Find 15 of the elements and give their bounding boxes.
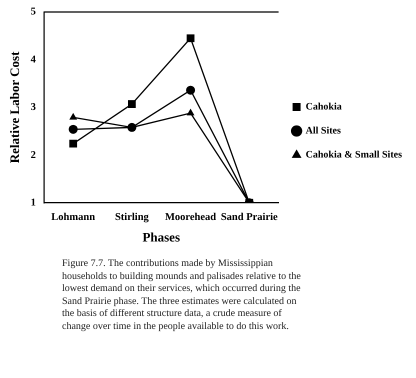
x-tick-label: Moorehead [165, 212, 216, 223]
x-tick-label: Stirling [114, 212, 150, 223]
x-tick-label: Sand Prairie [220, 212, 278, 223]
y-axis-title: Relative Labor Cost [7, 50, 22, 164]
y-tick-label: 1 [30, 198, 36, 209]
y-tick-label: 3 [30, 102, 36, 114]
y-tick-label: 2 [30, 150, 36, 161]
legend-label: All Sites [306, 126, 341, 137]
caption: Figure 7.7. The contributions made by Mississippian households to building mounds and palisades relative to the lowest demand on their services, which occurred during the Sand Prairie phase. The three estimates were calculated on the basis of different structure data, a crude measure of change over time in the people available to do this work. [62, 258, 302, 333]
y-tick-label: 4 [30, 54, 37, 66]
x-tick-label: Lohmann [51, 212, 96, 223]
y-tick-label: 5 [30, 6, 36, 18]
legend-label: Cahokia [306, 102, 342, 113]
x-axis-title: Phases [142, 230, 180, 245]
legend-label: Cahokia & Small Sites [306, 150, 402, 161]
